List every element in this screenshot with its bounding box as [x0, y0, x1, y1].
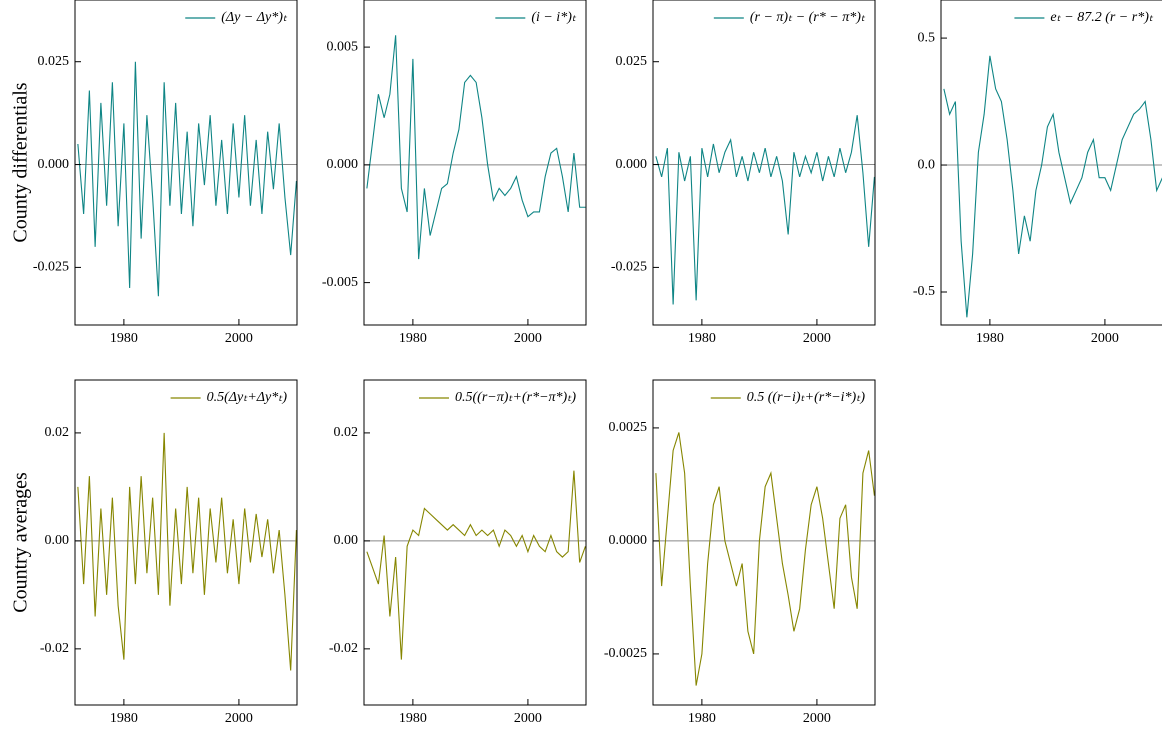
y-tick-label: 0.0000 [609, 533, 648, 548]
legend-label: (i − i*)ₜ [531, 10, 577, 25]
y-tick-label: -0.02 [40, 641, 69, 656]
x-tick-label: 2000 [514, 331, 542, 346]
row-label: Country averages [10, 472, 32, 613]
x-tick-label: 1980 [976, 331, 1004, 346]
y-tick-label: -0.0025 [604, 646, 647, 661]
x-tick-label: 1980 [688, 711, 716, 726]
x-tick-label: 1980 [688, 331, 716, 346]
y-tick-label: -0.5 [913, 284, 935, 299]
x-tick-label: 2000 [803, 331, 831, 346]
panel [364, 35, 586, 260]
x-tick-label: 1980 [110, 331, 138, 346]
y-tick-label: 0.5 [918, 30, 936, 45]
plot-frame [652, 379, 876, 706]
x-tick-label: 1980 [110, 711, 138, 726]
panel [75, 61, 297, 297]
legend-label: 0.5((r−π)ₜ+(r*−π*)ₜ) [455, 390, 576, 405]
plot-frame [652, 0, 876, 326]
y-tick-label: 0.0025 [609, 420, 648, 435]
plot-frame [363, 379, 587, 706]
y-tick-label: -0.02 [329, 641, 358, 656]
y-tick-label: 0.0 [918, 157, 936, 172]
legend-label: eₜ − 87.2 (r − r*)ₜ [1050, 10, 1153, 25]
x-tick-label: 2000 [803, 711, 831, 726]
y-tick-label: 0.00 [334, 533, 359, 548]
y-tick-label: 0.000 [38, 157, 70, 172]
plot-frame [74, 379, 298, 706]
panel [653, 432, 875, 686]
y-tick-label: -0.025 [33, 260, 69, 275]
y-tick-label: -0.005 [322, 275, 358, 290]
legend-label: (r − π)ₜ − (r* − π*)ₜ [750, 10, 866, 25]
row-label: County differentials [10, 82, 32, 242]
plot-frame [363, 0, 587, 326]
x-tick-label: 2000 [225, 331, 253, 346]
x-tick-label: 2000 [1091, 331, 1119, 346]
legend-label: 0.5 ((r−i)ₜ+(r*−i*)ₜ) [747, 390, 866, 405]
plot-frame [74, 0, 298, 326]
series-line [943, 55, 1162, 318]
legend-label: 0.5(Δyₜ+Δy*ₜ) [207, 390, 288, 405]
y-tick-label: 0.02 [334, 425, 359, 440]
y-tick-label: 0.000 [327, 157, 359, 172]
x-tick-label: 1980 [399, 331, 427, 346]
series-line [655, 432, 875, 686]
panel [364, 470, 586, 660]
y-tick-label: 0.00 [45, 533, 70, 548]
y-tick-label: 0.025 [38, 54, 70, 69]
y-tick-label: 0.000 [616, 157, 648, 172]
panel [75, 432, 297, 671]
panel [653, 115, 875, 305]
y-tick-label: -0.025 [611, 260, 647, 275]
y-tick-label: 0.02 [45, 425, 70, 440]
x-tick-label: 1980 [399, 711, 427, 726]
series-line [366, 470, 586, 660]
series-line [77, 61, 297, 297]
y-tick-label: 0.005 [327, 39, 359, 54]
legend-label: (Δy − Δy*)ₜ [221, 10, 288, 25]
series-line [655, 115, 875, 305]
y-tick-label: 0.025 [616, 54, 648, 69]
plot-frame [940, 0, 1162, 326]
x-tick-label: 2000 [514, 711, 542, 726]
x-tick-label: 2000 [225, 711, 253, 726]
panel [941, 55, 1162, 318]
series-line [366, 35, 586, 260]
series-line [77, 432, 297, 671]
